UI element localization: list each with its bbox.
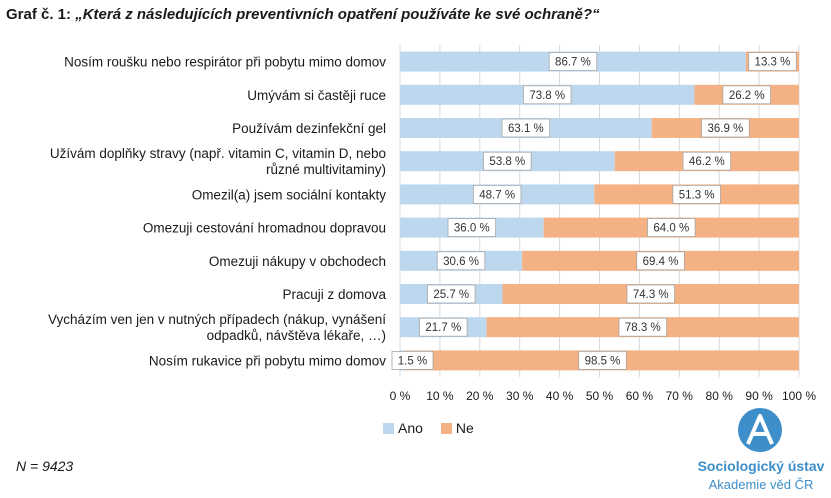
- category-label: Omezuji nákupy v obchodech: [209, 254, 386, 269]
- data-label: 25.7 %: [433, 289, 469, 301]
- category-label: Užívám doplňky stravy (např. vitamin C, …: [50, 146, 386, 161]
- category-label: Pracuji z domova: [282, 287, 386, 302]
- data-label: 36.9 %: [707, 123, 743, 135]
- legend-label-ano: Ano: [398, 420, 423, 436]
- x-tick-label: 10 %: [426, 389, 454, 403]
- chart-title-question: „Která z následujících preventivních opa…: [75, 6, 600, 23]
- data-label: 78.3 %: [625, 322, 661, 334]
- data-label: 86.7 %: [555, 57, 591, 69]
- data-label: 63.1 %: [508, 123, 544, 135]
- x-tick-label: 50 %: [586, 389, 614, 403]
- x-tick-label: 40 %: [546, 389, 574, 403]
- x-tick-label: 0 %: [390, 389, 411, 403]
- data-label-box: [548, 52, 598, 71]
- data-label: 73.8 %: [529, 90, 565, 102]
- data-label: 64.0 %: [653, 223, 689, 235]
- data-label: 53.8 %: [489, 156, 525, 168]
- x-tick-label: 90 %: [745, 389, 773, 403]
- data-label: 48.7 %: [479, 189, 515, 201]
- data-label-box: [427, 284, 476, 304]
- category-label: odpadků, návštěva lékaře, …): [207, 328, 386, 343]
- data-label: 26.2 %: [729, 90, 765, 102]
- data-label-box: [626, 284, 675, 304]
- data-label: 74.3 %: [633, 289, 669, 301]
- chart-title: Graf č. 1: „Která z následujících preven…: [6, 6, 600, 23]
- institute-logo: Sociologický ústav Akademie věd ČR: [692, 406, 830, 496]
- data-label-box: [483, 151, 532, 171]
- category-label: Omezil(a) jsem sociální kontakty: [192, 187, 387, 202]
- category-label: Vycházím ven jen v nutných případech (ná…: [48, 312, 386, 327]
- data-label: 98.5 %: [585, 355, 621, 367]
- logo-subtitle: Akademie věd ČR: [708, 477, 814, 492]
- data-label-box: [501, 118, 551, 138]
- data-label: 1.5 %: [398, 355, 427, 367]
- category-label: Nosím rukavice při pobytu mimo domov: [149, 353, 386, 368]
- x-tick-label: 80 %: [706, 389, 734, 403]
- legend-label-ne: Ne: [455, 420, 474, 436]
- legend-swatch-ano: [383, 422, 394, 434]
- data-label-box: [722, 85, 771, 105]
- data-label-box: [391, 350, 434, 370]
- logo-name: Sociologický ústav: [697, 458, 825, 474]
- data-label: 69.4 %: [643, 256, 679, 268]
- data-labels: 86.7 % 13.3 % 73.8 % 26.2 % 63.1 % 36.9 % 53.8…: [391, 52, 797, 370]
- data-label-box: [472, 184, 522, 204]
- category-label: Omezuji cestování hromadnou dopravou: [143, 221, 386, 236]
- data-label-box: [419, 317, 468, 337]
- category-label: Nosím roušku nebo respirátor při pobytu …: [64, 55, 386, 70]
- legend-item-ne: Ne: [440, 420, 474, 436]
- data-label-box: [672, 184, 721, 204]
- x-axis-ticks: 0 % 10 % 20 % 30 % 40 % 50 % 60 % 70 % 80 % 90 % 1…: [390, 389, 817, 403]
- data-label: 30.6 %: [443, 256, 479, 268]
- x-tick-label: 30 %: [506, 389, 534, 403]
- data-label-box: [523, 85, 572, 105]
- data-label: 21.7 %: [425, 322, 461, 334]
- data-label-box: [447, 218, 497, 238]
- category-label: různé multivitaminy): [266, 162, 386, 177]
- x-tick-label: 60 %: [626, 389, 654, 403]
- x-tick-label: 100 %: [782, 389, 816, 403]
- chart-title-prefix: Graf č. 1:: [6, 6, 76, 23]
- x-tick-label: 20 %: [466, 389, 494, 403]
- data-label-box: [578, 350, 627, 370]
- data-label-box: [636, 251, 685, 271]
- data-label-box: [682, 151, 732, 171]
- data-label-box: [618, 317, 667, 337]
- data-label: 13.3 %: [755, 57, 791, 69]
- category-label: Umývám si častěji ruce: [247, 88, 386, 103]
- data-label-box: [701, 118, 750, 138]
- data-label: 51.3 %: [679, 189, 715, 201]
- category-labels: Nosím roušku nebo respirátor při pobytu …: [48, 55, 386, 369]
- data-label: 46.2 %: [689, 156, 725, 168]
- legend-swatch-ne: [440, 422, 452, 434]
- data-label-box: [647, 218, 696, 238]
- legend-item-ano: Ano: [383, 420, 423, 436]
- legend: Ano Ne: [383, 420, 474, 436]
- letter-a-circle-logo-icon: [738, 408, 782, 452]
- data-label-box: [436, 251, 486, 271]
- category-label: Používám dezinfekční gel: [232, 121, 386, 136]
- data-label-box: [748, 52, 797, 71]
- sample-size-note: N = 9423: [16, 458, 74, 474]
- x-tick-label: 70 %: [666, 389, 694, 403]
- data-label: 36.0 %: [454, 223, 490, 235]
